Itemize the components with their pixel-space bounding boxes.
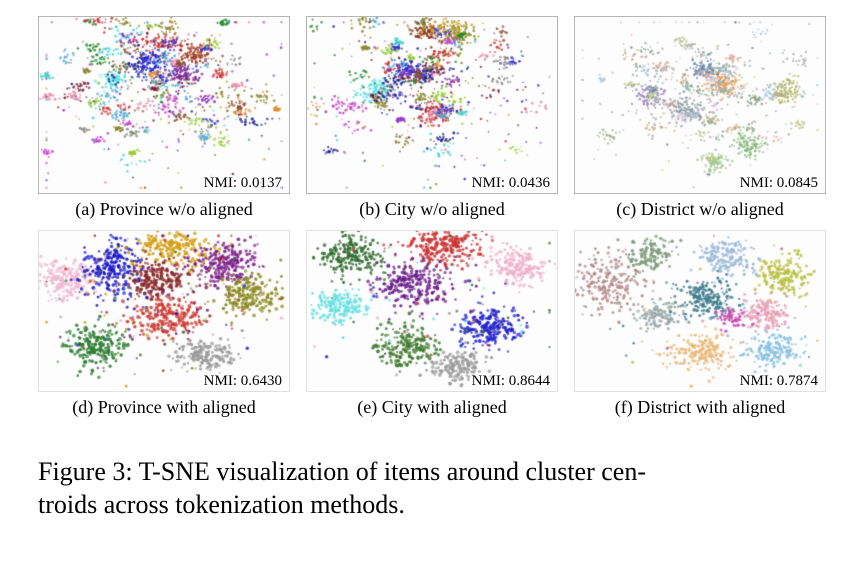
nmi-label-e: NMI: 0.8644 xyxy=(471,372,550,390)
panel-caption-d: (d) Province with aligned xyxy=(72,397,256,417)
panel-c: NMI: 0.0845 (c) District w/o aligned xyxy=(574,16,826,220)
figure-3: NMI: 0.0137 (a) Province w/o aligned NMI… xyxy=(0,16,854,586)
panel-caption-b: (b) City w/o aligned xyxy=(359,199,505,219)
tsne-scatter-e xyxy=(307,231,557,391)
figure-caption-line1: Figure 3: T-SNE visualization of items a… xyxy=(38,457,646,486)
tsne-plot-box-b: NMI: 0.0436 xyxy=(306,16,558,194)
nmi-label-a: NMI: 0.0137 xyxy=(203,174,282,192)
tsne-scatter-b xyxy=(307,17,557,193)
nmi-label-f: NMI: 0.7874 xyxy=(739,372,818,390)
panel-caption-c: (c) District w/o aligned xyxy=(616,199,784,219)
panel-e: NMI: 0.8644 (e) City with aligned xyxy=(306,230,558,418)
tsne-plot-box-e: NMI: 0.8644 xyxy=(306,230,558,392)
panel-f: NMI: 0.7874 (f) District with aligned xyxy=(574,230,826,418)
panel-b: NMI: 0.0436 (b) City w/o aligned xyxy=(306,16,558,220)
nmi-label-d: NMI: 0.6430 xyxy=(203,372,282,390)
panel-row-bottom: NMI: 0.6430 (d) Province with aligned NM… xyxy=(38,230,830,418)
tsne-plot-box-c: NMI: 0.0845 xyxy=(574,16,826,194)
panel-d: NMI: 0.6430 (d) Province with aligned xyxy=(38,230,290,418)
tsne-scatter-a xyxy=(39,17,289,193)
panel-caption-e: (e) City with aligned xyxy=(357,397,507,417)
tsne-scatter-c xyxy=(575,17,825,193)
nmi-label-b: NMI: 0.0436 xyxy=(471,174,550,192)
tsne-scatter-f xyxy=(575,231,825,391)
panel-caption-f: (f) District with aligned xyxy=(614,397,786,417)
nmi-label-c: NMI: 0.0845 xyxy=(739,174,818,192)
panel-caption-a: (a) Province w/o aligned xyxy=(75,199,253,219)
tsne-scatter-d xyxy=(39,231,289,391)
tsne-plot-box-d: NMI: 0.6430 xyxy=(38,230,290,392)
tsne-plot-box-a: NMI: 0.0137 xyxy=(38,16,290,194)
panel-row-top: NMI: 0.0137 (a) Province w/o aligned NMI… xyxy=(38,16,830,220)
tsne-plot-box-f: NMI: 0.7874 xyxy=(574,230,826,392)
panel-a: NMI: 0.0137 (a) Province w/o aligned xyxy=(38,16,290,220)
figure-caption: Figure 3: T-SNE visualization of items a… xyxy=(38,456,824,521)
figure-caption-line2: troids across tokenization methods. xyxy=(38,489,405,519)
